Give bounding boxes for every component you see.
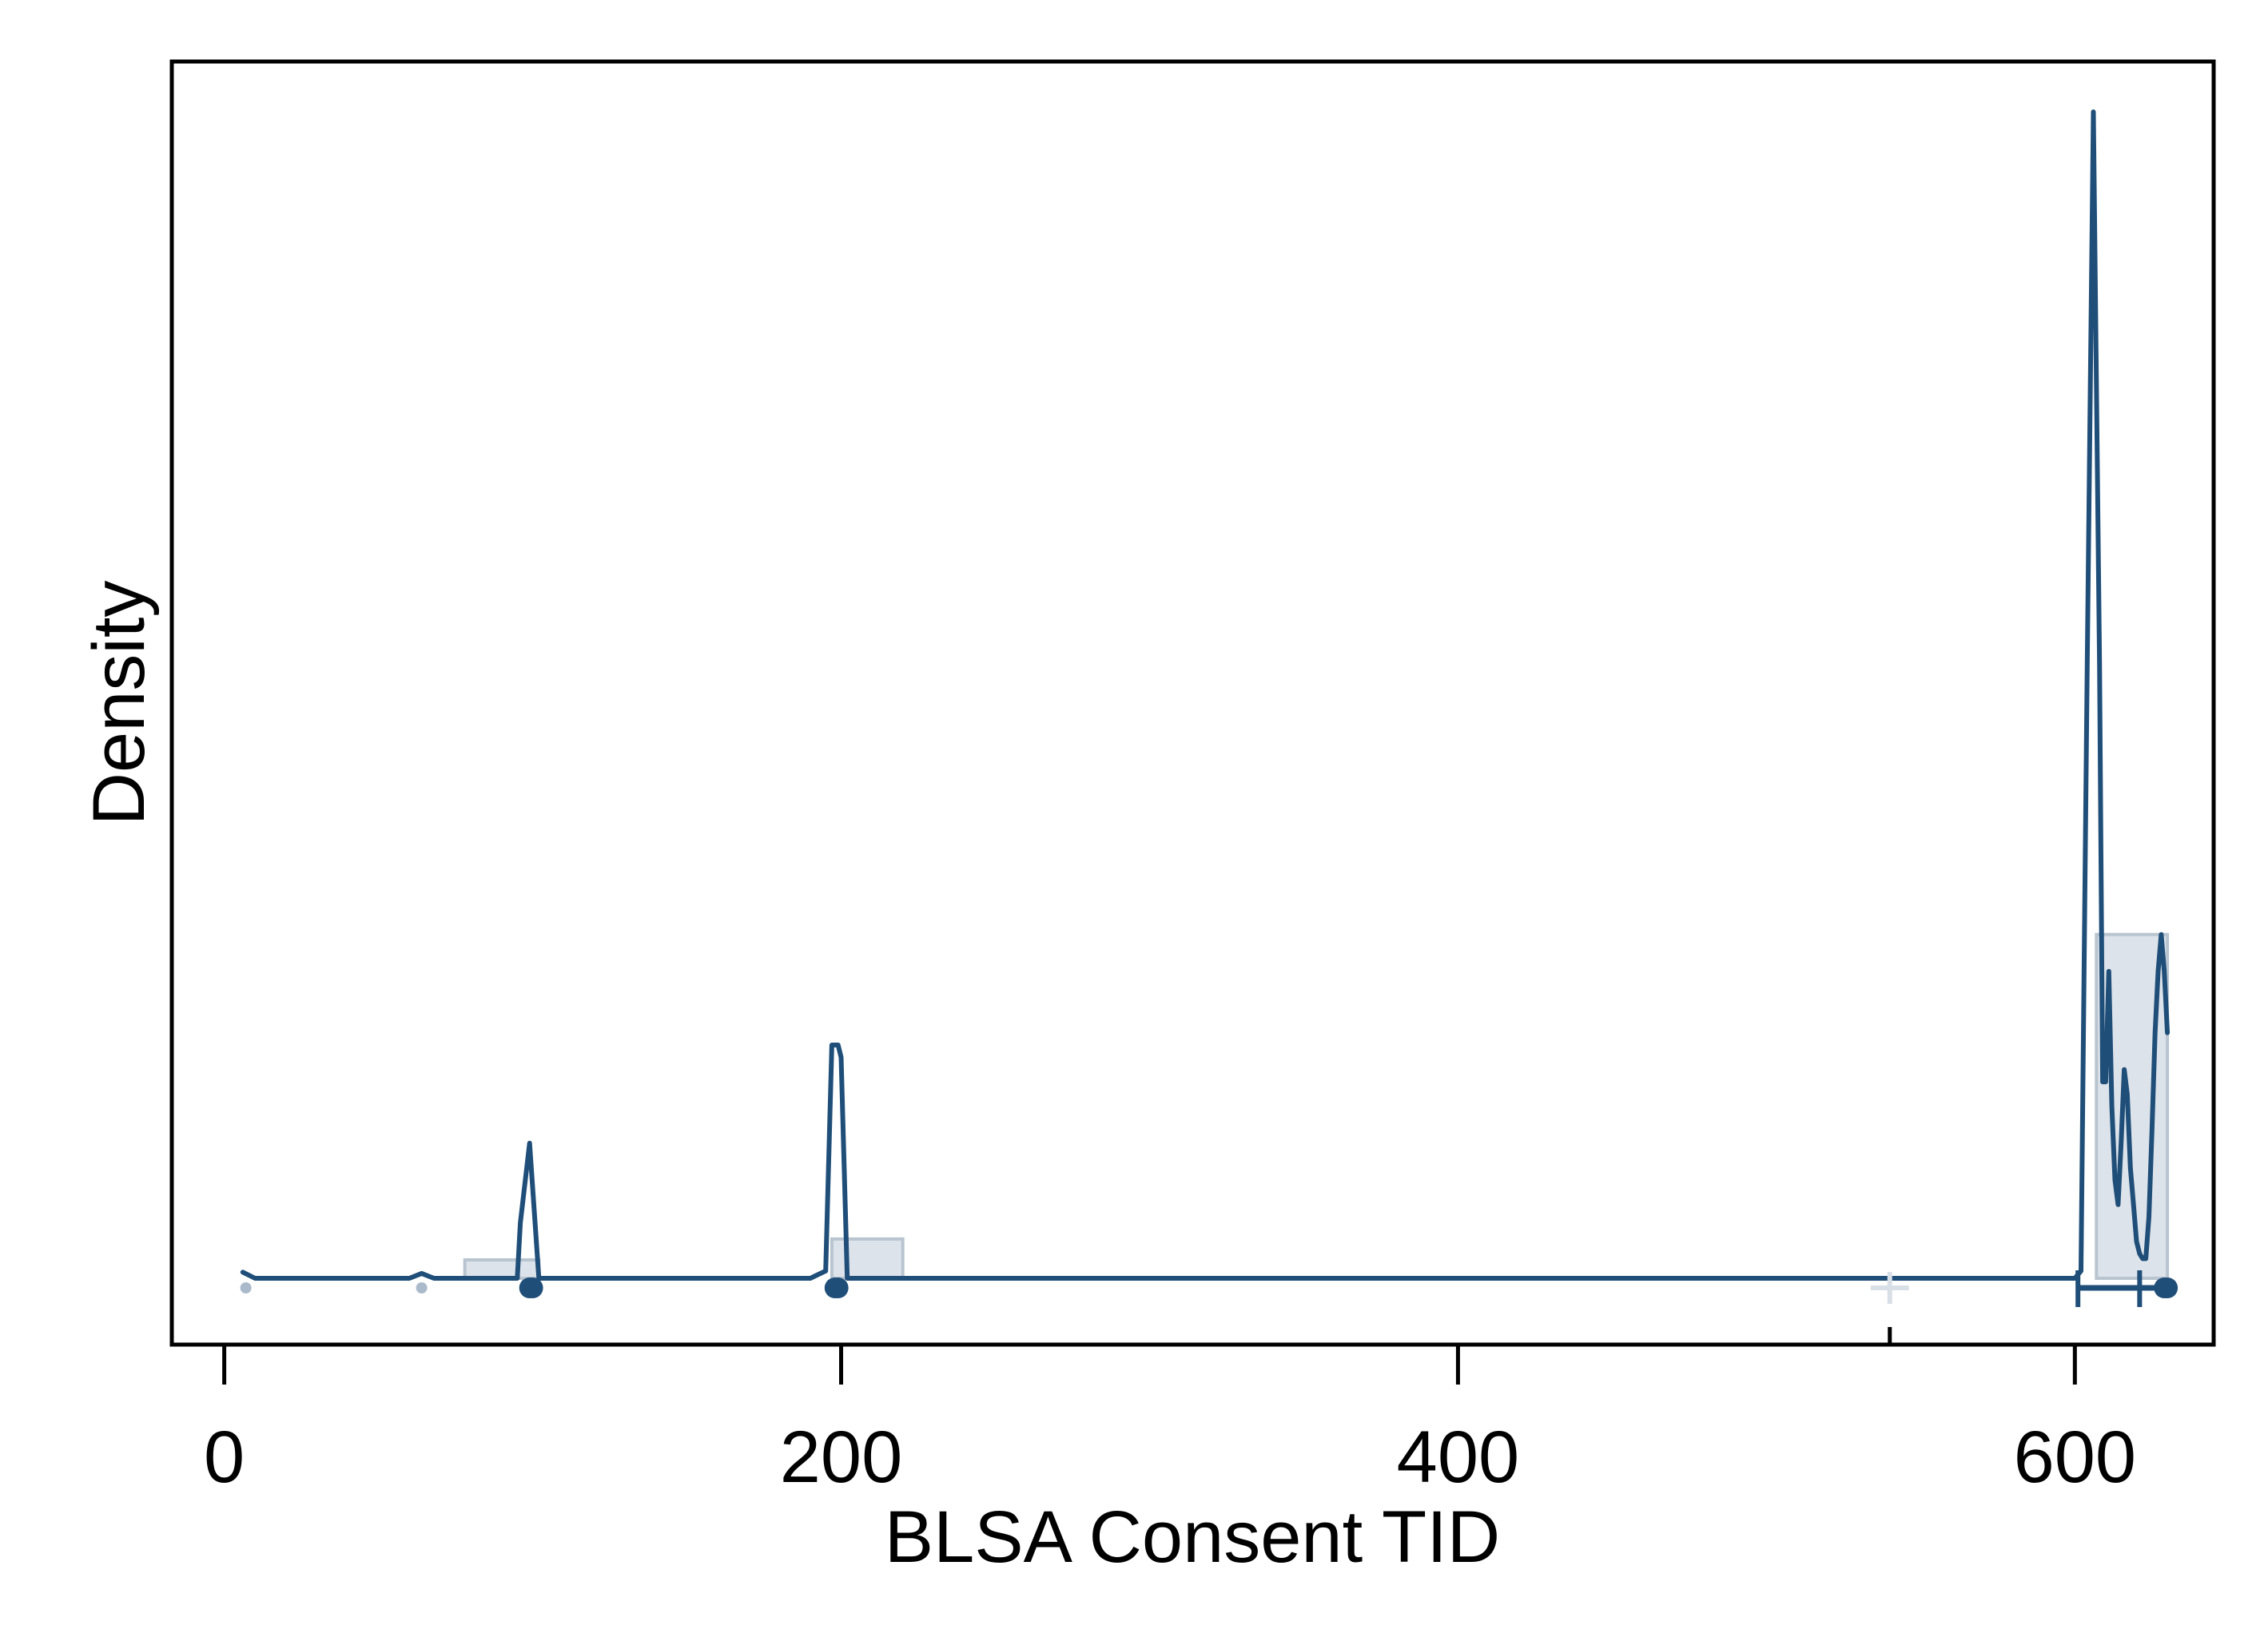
x-tick-label-0: 0 <box>204 1417 245 1498</box>
rug-point-5 <box>827 1277 849 1298</box>
x-axis-label: BLSA Consent TID <box>885 1496 1501 1578</box>
box-summary <box>1870 1270 2168 1307</box>
x-axis-ticks: 0 200 400 600 <box>204 1327 2136 1498</box>
x-tick-label-1: 200 <box>780 1417 903 1498</box>
x-tick-label-2: 400 <box>1397 1417 1520 1498</box>
rug-point-0 <box>238 1281 253 1295</box>
histogram-bin-1 <box>830 1237 905 1280</box>
rug-points <box>238 1277 2178 1298</box>
x-tick-label-3: 600 <box>2014 1417 2137 1498</box>
histogram-bins <box>463 932 2170 1281</box>
rug-point-1 <box>414 1281 429 1295</box>
plot-frame <box>169 59 2216 1347</box>
y-axis-label: Density <box>78 581 160 826</box>
rug-point-3 <box>522 1277 543 1298</box>
histogram-bin-0 <box>463 1258 541 1281</box>
